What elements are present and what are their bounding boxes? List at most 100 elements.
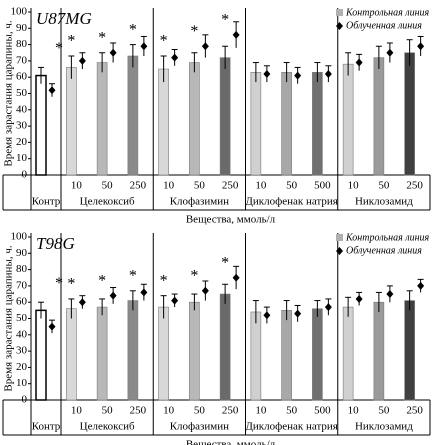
- y-tick-label: 30: [16, 345, 28, 357]
- y-tick-label: 100: [11, 231, 28, 243]
- x-tick-label: 10: [163, 405, 175, 417]
- x-tick-label: 10: [348, 180, 360, 192]
- bar: [219, 57, 231, 176]
- bar: [281, 310, 292, 401]
- bar: [404, 52, 415, 176]
- group-label: Контр: [32, 421, 61, 433]
- legend-label: Облученная линия: [346, 20, 422, 31]
- point: [263, 69, 271, 78]
- point: [232, 273, 240, 282]
- legend-label: Облученная линия: [346, 245, 422, 256]
- y-tick-label: 80: [16, 38, 28, 50]
- annotation: *: [160, 33, 168, 50]
- group-label: Клофазимин: [170, 421, 229, 433]
- point: [48, 86, 56, 95]
- y-tick-label: 50: [16, 312, 28, 324]
- y-axis-title: Время зарастания царапины, ч.: [3, 245, 15, 391]
- group-label: Целекоксиб: [80, 421, 135, 433]
- bar: [342, 306, 354, 401]
- annotation: *: [67, 33, 75, 50]
- group-label: Целекоксиб: [80, 196, 135, 208]
- bar: [96, 62, 108, 176]
- y-tick-label: 60: [16, 296, 28, 308]
- x-tick-label: 10: [255, 180, 267, 192]
- point: [294, 309, 302, 318]
- group-label: Никлозамид: [355, 421, 413, 433]
- x-tick-label: 500: [314, 405, 331, 417]
- point: [417, 281, 425, 290]
- annotation: *: [55, 40, 63, 57]
- x-tick-label: 50: [194, 180, 206, 192]
- x-tick-label: 10: [348, 405, 360, 417]
- y-tick-label: 90: [16, 22, 28, 34]
- bar: [66, 67, 77, 176]
- x-axis-title: Вещества, ммоль/л: [186, 214, 276, 226]
- bar: [250, 72, 262, 176]
- point: [140, 42, 148, 51]
- point: [324, 303, 332, 312]
- x-tick-label: 50: [286, 180, 298, 192]
- point: [48, 322, 56, 331]
- bar: [342, 63, 354, 176]
- x-tick-label: 50: [286, 405, 298, 417]
- bar: [219, 293, 231, 401]
- annotation: *: [55, 275, 63, 292]
- bar: [158, 306, 169, 401]
- bar: [189, 301, 200, 401]
- x-tick-label: 250: [130, 405, 147, 417]
- point: [171, 296, 179, 305]
- annotation: *: [160, 272, 168, 289]
- y-axis-title: Время зарастания царапины, ч.: [3, 20, 15, 166]
- y-tick-label: 20: [16, 136, 28, 148]
- point: [324, 69, 332, 78]
- group-label: Контр: [32, 196, 61, 208]
- group-label: Клофазимин: [170, 196, 229, 208]
- legend-marker: [336, 234, 343, 241]
- y-tick-label: 30: [16, 120, 28, 132]
- annotation: *: [221, 254, 229, 271]
- group-label: Диклофенак натрия: [245, 196, 337, 208]
- point: [232, 30, 240, 39]
- y-tick-label: 10: [16, 377, 28, 389]
- bar: [312, 308, 323, 401]
- point: [263, 311, 271, 320]
- x-tick-label: 10: [71, 180, 83, 192]
- y-tick-label: 40: [16, 103, 28, 115]
- group-label: Никлозамид: [355, 196, 413, 208]
- annotation: *: [98, 272, 106, 289]
- bar: [404, 300, 415, 401]
- bar: [250, 311, 262, 401]
- bar: [35, 74, 47, 176]
- x-tick-label: 10: [255, 405, 267, 417]
- y-tick-label: 40: [16, 328, 28, 340]
- point: [417, 42, 425, 51]
- bar: [66, 308, 77, 401]
- legend-label: Контрольная линия: [345, 232, 430, 243]
- y-tick-label: 50: [16, 87, 28, 99]
- y-tick-label: 70: [16, 279, 28, 291]
- bar: [127, 300, 139, 401]
- annotation: *: [67, 276, 75, 293]
- bar: [373, 57, 385, 176]
- bar: [189, 62, 200, 176]
- legend-marker: [336, 22, 343, 30]
- y-tick-label: 90: [16, 247, 28, 259]
- legend-marker: [336, 247, 343, 255]
- legend-marker: [336, 9, 343, 16]
- bar: [281, 72, 292, 176]
- x-tick-label: 250: [130, 180, 147, 192]
- x-tick-label: 10: [163, 180, 175, 192]
- point: [294, 71, 302, 80]
- point: [78, 298, 86, 307]
- bar: [96, 306, 108, 401]
- legend-label: Контрольная линия: [345, 7, 430, 18]
- point: [109, 48, 117, 57]
- x-tick-label: 50: [194, 405, 206, 417]
- x-tick-label: 50: [102, 180, 114, 192]
- x-tick-label: 50: [378, 405, 390, 417]
- y-tick-label: 60: [16, 71, 28, 83]
- group-label: Диклофенак натрия: [245, 421, 337, 433]
- x-tick-label: 50: [102, 405, 114, 417]
- x-axis-title: Вещества, ммоль/л: [186, 439, 276, 445]
- point: [201, 42, 209, 51]
